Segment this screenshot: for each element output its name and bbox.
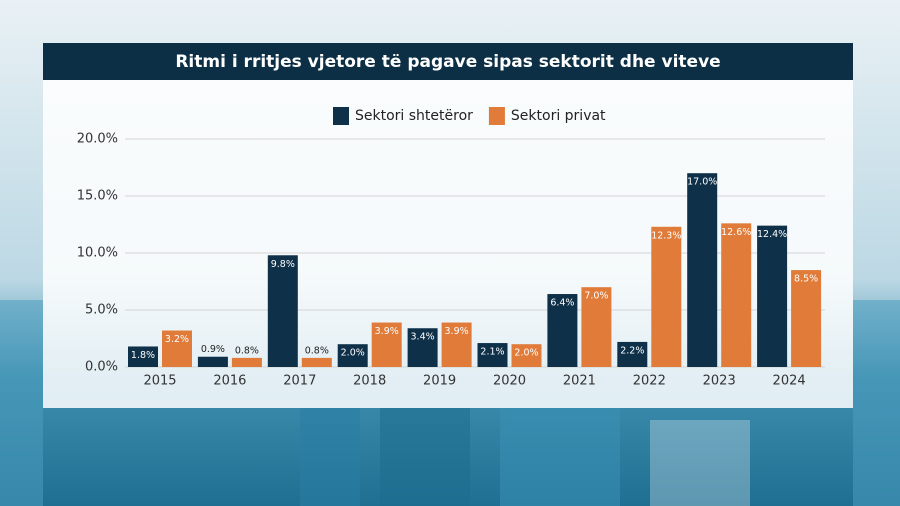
legend-label: Sektori privat (511, 108, 606, 124)
x-tick-label: 2020 (493, 374, 526, 389)
bar (581, 287, 612, 367)
x-tick-label: 2024 (773, 374, 806, 389)
bar (197, 356, 228, 367)
value-label: 2.0% (341, 348, 365, 359)
bar (128, 346, 158, 367)
value-label: 9.8% (271, 259, 295, 270)
title-bar (43, 43, 853, 80)
legend-label: Sektori shtetëror (355, 108, 473, 124)
x-tick-label: 2017 (283, 374, 316, 389)
x-tick-label: 2019 (423, 374, 456, 389)
x-tick-label: 2023 (703, 374, 736, 389)
bar (511, 344, 542, 367)
bar (162, 330, 192, 367)
x-tick-label: 2016 (213, 374, 246, 389)
value-label: 0.8% (235, 345, 259, 356)
value-label: 6.4% (550, 298, 574, 309)
value-label: 12.6% (721, 227, 751, 238)
bar (371, 322, 402, 367)
legend-swatch (333, 107, 349, 125)
y-tick-label: 20.0% (77, 132, 118, 147)
bar (791, 270, 822, 367)
bar (407, 328, 438, 367)
background-shapes (0, 300, 900, 506)
x-tick-label: 2015 (143, 374, 176, 389)
value-label: 8.5% (794, 274, 818, 285)
bar (337, 344, 368, 367)
x-tick-label: 2021 (563, 374, 596, 389)
value-label: 3.2% (165, 334, 189, 345)
bar (651, 226, 682, 367)
value-label: 12.4% (757, 229, 787, 240)
value-label: 2.0% (514, 348, 538, 359)
x-tick-label: 2022 (633, 374, 666, 389)
legend-swatch (488, 107, 505, 125)
value-label: 2.1% (480, 347, 504, 358)
x-tick-label: 2018 (353, 374, 386, 389)
bar (547, 294, 578, 367)
bar (267, 255, 298, 367)
legend: Sektori shtetëror Sektori privat (333, 107, 606, 125)
bar (477, 343, 508, 367)
value-label: 3.9% (375, 326, 399, 337)
chart-title: Ritmi i rritjes vjetore të pagave sipas … (175, 52, 720, 72)
value-label: 3.9% (445, 326, 469, 337)
y-tick-label: 15.0% (77, 189, 118, 204)
value-label: 3.4% (411, 332, 435, 343)
bar (617, 341, 648, 367)
y-tick-label: 5.0% (85, 303, 118, 318)
value-label: 0.8% (305, 345, 329, 356)
y-tick-label: 10.0% (77, 246, 118, 261)
value-label: 1.8% (131, 350, 155, 361)
value-label: 2.2% (620, 345, 644, 356)
bar (441, 322, 472, 367)
bar (757, 225, 788, 367)
bar (231, 357, 262, 367)
value-label: 12.3% (651, 230, 681, 241)
bar (687, 173, 718, 367)
value-label: 7.0% (584, 291, 608, 302)
value-label: 0.9% (201, 344, 225, 355)
value-label: 17.0% (687, 177, 717, 188)
bar (721, 223, 752, 367)
bar (301, 357, 332, 367)
y-tick-label: 0.0% (85, 360, 118, 375)
